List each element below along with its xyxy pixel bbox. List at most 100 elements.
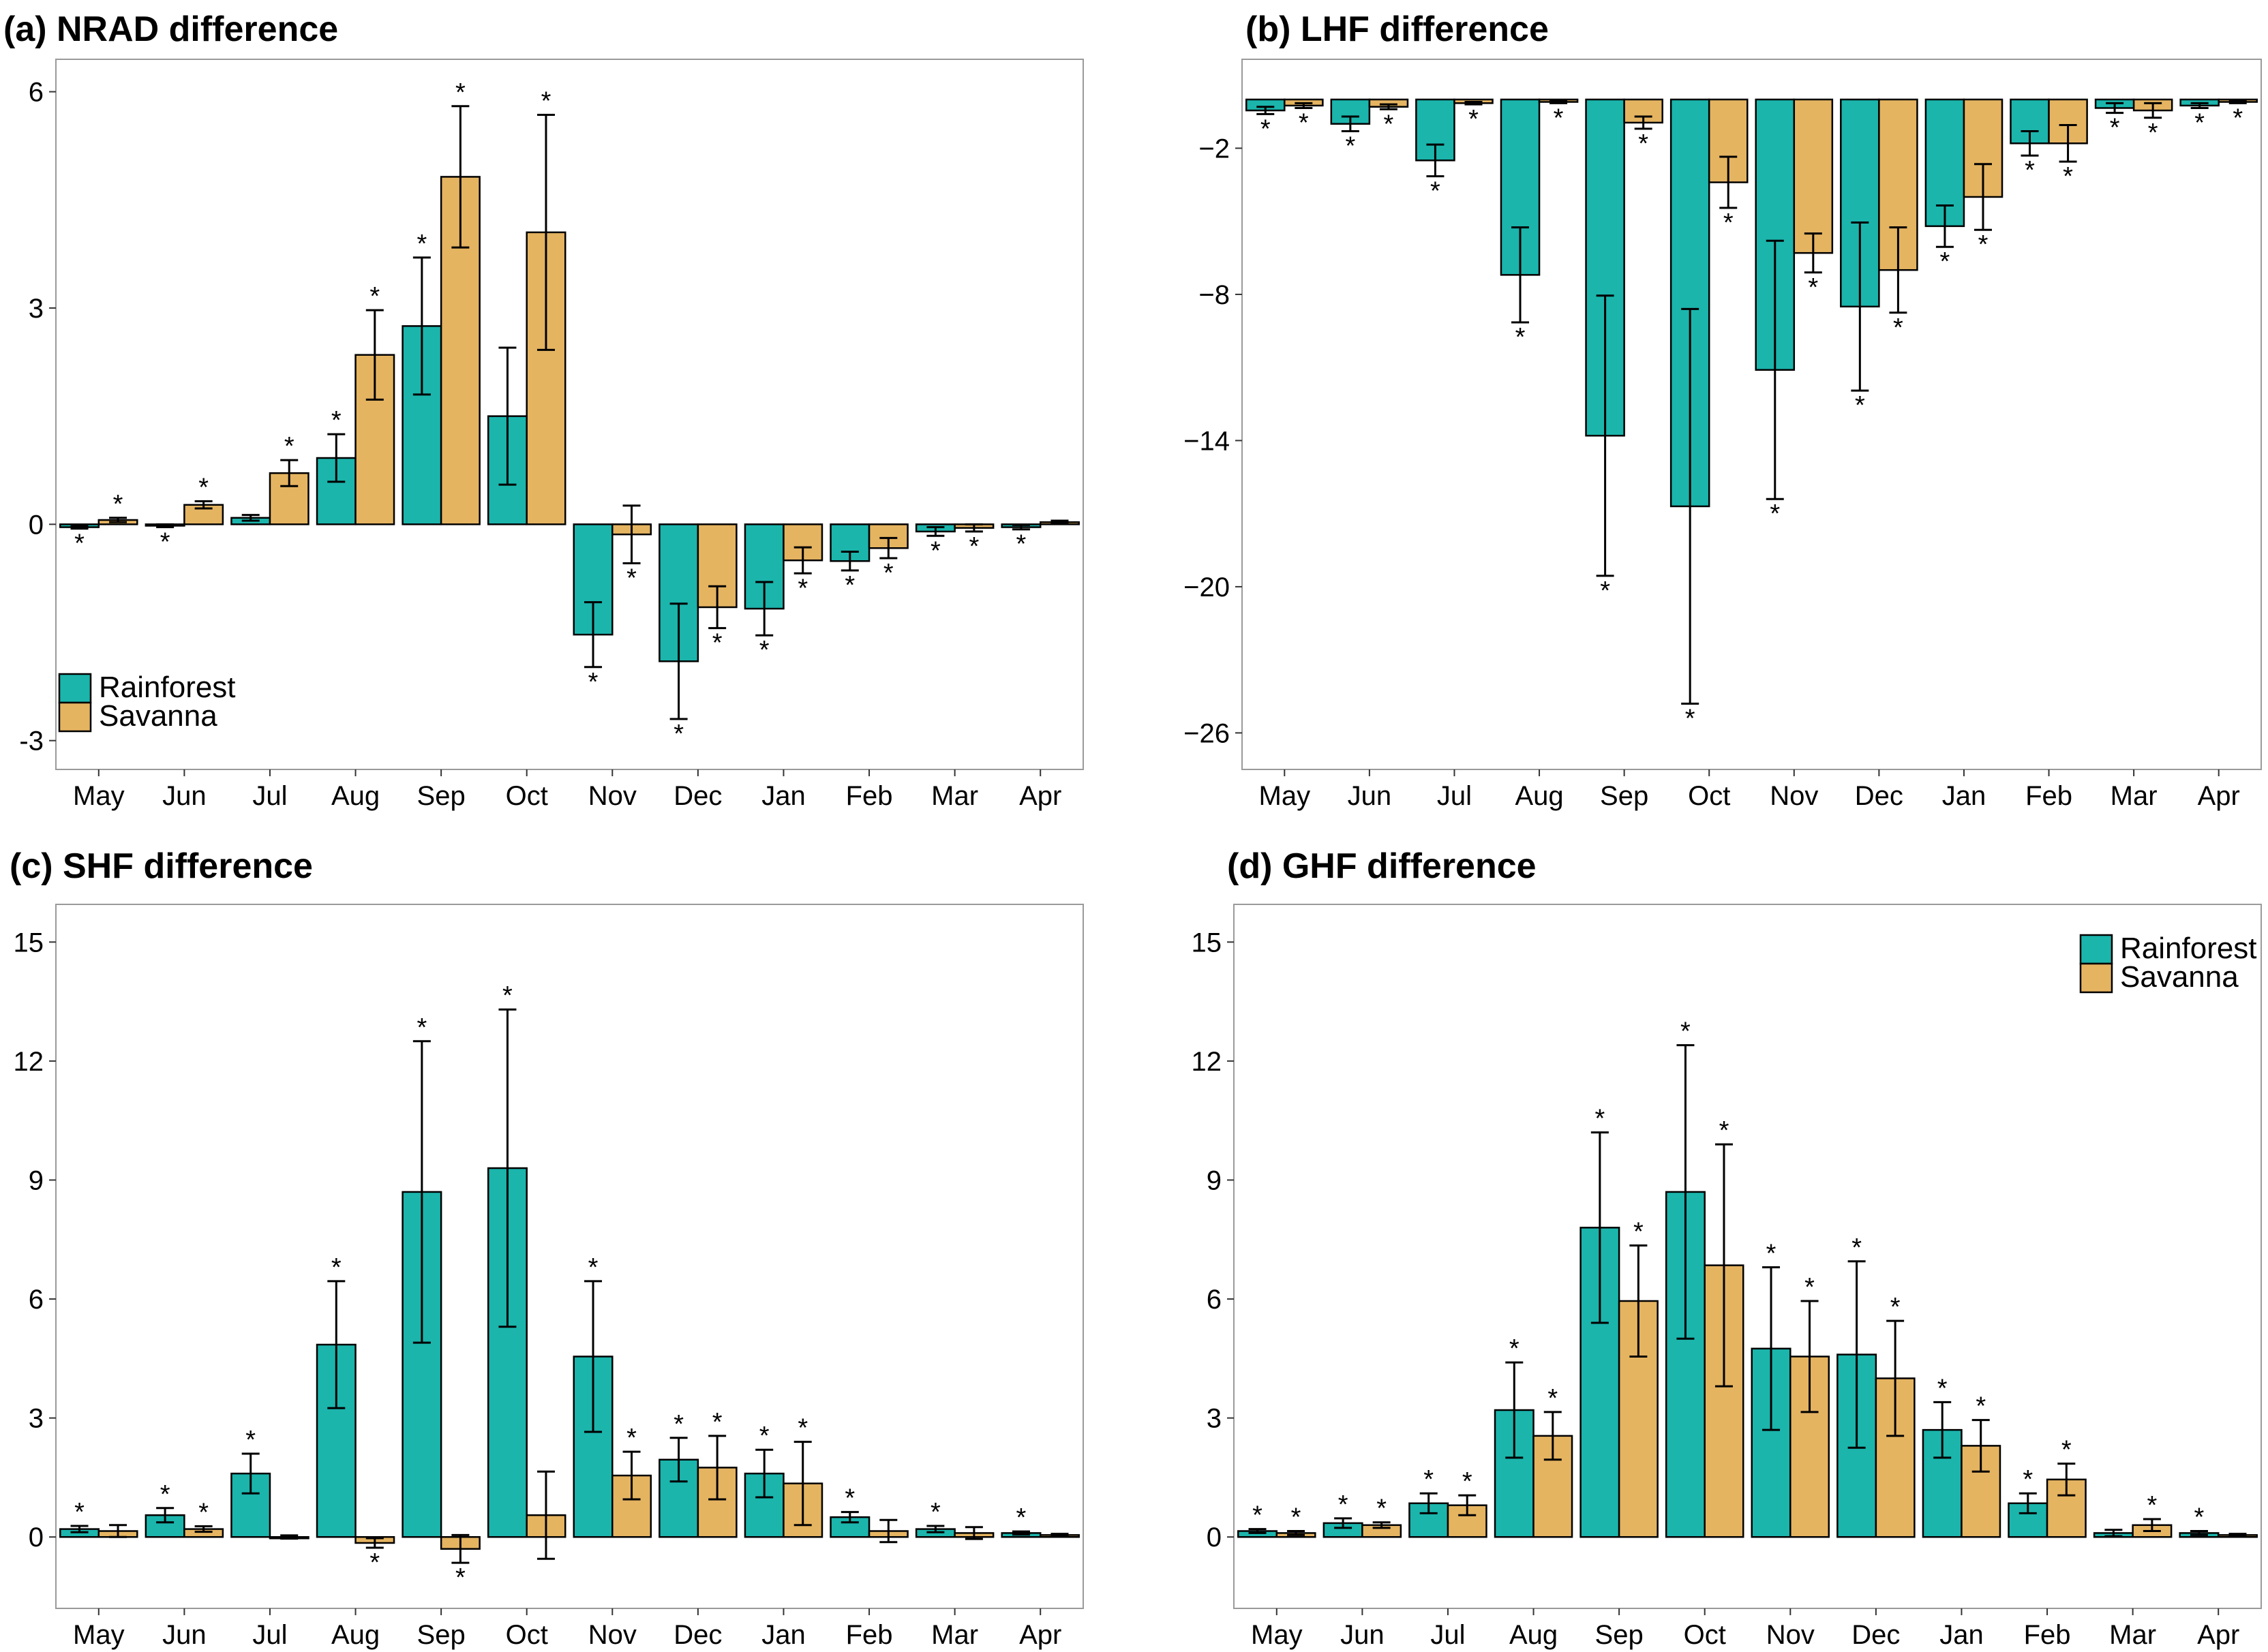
panel-c-xtick-label: Dec bbox=[674, 1620, 722, 1650]
panel-c-xtick-label: Mar bbox=[931, 1620, 978, 1650]
panel-b-ytick-label: −26 bbox=[1183, 718, 1230, 748]
panel-d-xtick-label: Jan bbox=[1939, 1620, 1984, 1650]
panel-b-plot-area bbox=[1241, 59, 2262, 770]
panel-d-significance-star: * bbox=[1547, 1384, 1558, 1413]
panel-a-xtick-label: Jan bbox=[761, 781, 806, 811]
panel-c-significance-star: * bbox=[417, 1013, 427, 1042]
panel-c-significance-star: * bbox=[674, 1410, 684, 1439]
panel-a-significance-star: * bbox=[284, 432, 294, 461]
panel-a-ytick-label: -3 bbox=[19, 726, 44, 756]
panel-d-xtick-label: May bbox=[1251, 1620, 1303, 1650]
panel-a-significance-star: * bbox=[969, 532, 979, 561]
panel-d-significance-star: * bbox=[1376, 1495, 1387, 1523]
panel-c-significance-star: * bbox=[626, 1424, 637, 1452]
panel-c-significance-star: * bbox=[245, 1426, 256, 1454]
panel-c-significance-star: * bbox=[160, 1480, 170, 1509]
panel-a-title: (a) NRAD difference bbox=[3, 10, 338, 49]
panel-b-xtick-label: Jan bbox=[1942, 781, 1986, 811]
panel-d-significance-star: * bbox=[1937, 1374, 1948, 1403]
panel-b-significance-star: * bbox=[1808, 273, 1818, 302]
panel-b-ytick-label: −8 bbox=[1198, 280, 1230, 310]
panel-a-significance-star: * bbox=[845, 571, 855, 600]
panel-b-significance-star: * bbox=[1770, 500, 1780, 528]
panel-d-significance-star: * bbox=[1338, 1490, 1348, 1519]
panel-d-ytick-label: 6 bbox=[1207, 1285, 1222, 1315]
panel-b-xtick-label: Jun bbox=[1348, 781, 1392, 811]
panel-c-significance-star: * bbox=[845, 1484, 855, 1513]
panel-b-ytick-label: −14 bbox=[1183, 426, 1230, 456]
panel-b-significance-star: * bbox=[1893, 313, 1903, 342]
panel-a-significance-star: * bbox=[455, 78, 466, 107]
panel-c-xtick-label: Jan bbox=[761, 1620, 806, 1650]
panel-d-xtick-label: Feb bbox=[2024, 1620, 2071, 1650]
panel-d-xtick-label: Apr bbox=[2197, 1620, 2239, 1650]
panel-d-plot-area bbox=[1233, 904, 2262, 1609]
panel-b-significance-star: * bbox=[1600, 577, 1610, 605]
panel-a-xtick-label: Dec bbox=[674, 781, 722, 811]
panel-d-xtick-label: Nov bbox=[1766, 1620, 1815, 1650]
panel-a-significance-star: * bbox=[883, 559, 894, 587]
panel-b-significance-star: * bbox=[2025, 156, 2035, 185]
panel-c-xtick-label: Aug bbox=[331, 1620, 380, 1650]
panel-a-significance-star: * bbox=[417, 230, 427, 258]
panel-a-nrad: (a) NRAD difference -3 0 3 6 * * * * * * * * * * * * * * *… bbox=[3, 10, 1084, 811]
panel-c-significance-star: * bbox=[931, 1498, 941, 1527]
panel-c-xtick-label: Sep bbox=[417, 1620, 466, 1650]
panel-b-significance-star: * bbox=[1430, 177, 1440, 206]
panel-a-significance-star: * bbox=[113, 490, 123, 519]
panel-d-ytick-label: 3 bbox=[1207, 1404, 1222, 1434]
panel-d-legend-swatch-savanna bbox=[2079, 962, 2113, 994]
panel-d-xtick-label: Mar bbox=[2109, 1620, 2156, 1650]
panel-c-significance-star: * bbox=[455, 1563, 466, 1592]
panel-c-significance-star: * bbox=[759, 1422, 770, 1450]
panel-b-xtick-label: Aug bbox=[1515, 781, 1563, 811]
panel-c-xtick-label: Jul bbox=[252, 1620, 287, 1650]
panel-d-significance-star: * bbox=[1719, 1116, 1729, 1145]
panel-b-significance-star: * bbox=[1554, 104, 1564, 132]
panel-a-xtick-label: Apr bbox=[1019, 781, 1061, 811]
panel-d-significance-star: * bbox=[1291, 1503, 1301, 1532]
panel-c-ytick-label: 0 bbox=[29, 1523, 44, 1552]
panel-a-xtick-label: Feb bbox=[846, 781, 893, 811]
panel-b-title: (b) LHF difference bbox=[1245, 10, 1549, 49]
panel-d-significance-star: * bbox=[1766, 1240, 1776, 1268]
panel-a-xtick-label: Aug bbox=[331, 781, 380, 811]
panel-c-significance-star: * bbox=[502, 981, 513, 1010]
panel-c-xtick-label: Feb bbox=[846, 1620, 893, 1650]
panel-d-significance-star: * bbox=[1633, 1217, 1644, 1246]
panel-b-bar-savanna bbox=[1793, 98, 1834, 254]
panel-b-significance-star: * bbox=[2148, 119, 2158, 147]
panel-a-significance-star: * bbox=[198, 473, 209, 502]
panel-b-ytick-label: −20 bbox=[1183, 572, 1230, 602]
panel-d-significance-star: * bbox=[2147, 1491, 2157, 1520]
panel-c-ytick-label: 9 bbox=[29, 1165, 44, 1195]
panel-a-significance-star: * bbox=[931, 536, 941, 565]
panel-a-legend-swatch-rainforest bbox=[58, 673, 92, 704]
panel-a-xtick-label: Jun bbox=[162, 781, 207, 811]
panel-b-xtick-label: Mar bbox=[2111, 781, 2158, 811]
panel-d-significance-star: * bbox=[1680, 1018, 1691, 1046]
panel-d-legend-label-rainforest: Rainforest bbox=[2120, 932, 2257, 965]
panel-c-ytick-label: 12 bbox=[14, 1047, 44, 1077]
panel-d-significance-star: * bbox=[1462, 1467, 1472, 1496]
panel-b-significance-star: * bbox=[1345, 132, 1355, 160]
panel-d-legend-swatch-rainforest bbox=[2079, 934, 2113, 965]
panel-c-title: (c) SHF difference bbox=[10, 846, 313, 886]
panel-c-significance-star: * bbox=[588, 1253, 599, 1282]
panel-d-significance-star: * bbox=[1594, 1105, 1605, 1133]
panel-b-lhf: (b) LHF difference −26 −20 −14 −8 −2 * * * * * * * *… bbox=[1183, 10, 2262, 811]
panel-a-significance-star: * bbox=[674, 720, 684, 748]
panel-b-xtick-label: Sep bbox=[1600, 781, 1648, 811]
panel-b-xtick-label: Oct bbox=[1688, 781, 1730, 811]
panel-b-significance-star: * bbox=[1384, 110, 1394, 138]
panel-d-ytick-label: 9 bbox=[1207, 1165, 1222, 1195]
panel-a-significance-star: * bbox=[1016, 530, 1027, 559]
panel-d-title: (d) GHF difference bbox=[1227, 846, 1537, 886]
panel-b-significance-star: * bbox=[2233, 104, 2243, 132]
panel-a-xtick-label: Jul bbox=[252, 781, 287, 811]
panel-b-significance-star: * bbox=[1468, 105, 1479, 134]
panel-c-xtick-label: May bbox=[73, 1620, 125, 1650]
panel-b-significance-star: * bbox=[2063, 162, 2073, 191]
panel-b-significance-star: * bbox=[1515, 323, 1526, 352]
panel-b-ytick-label: −2 bbox=[1198, 134, 1230, 164]
